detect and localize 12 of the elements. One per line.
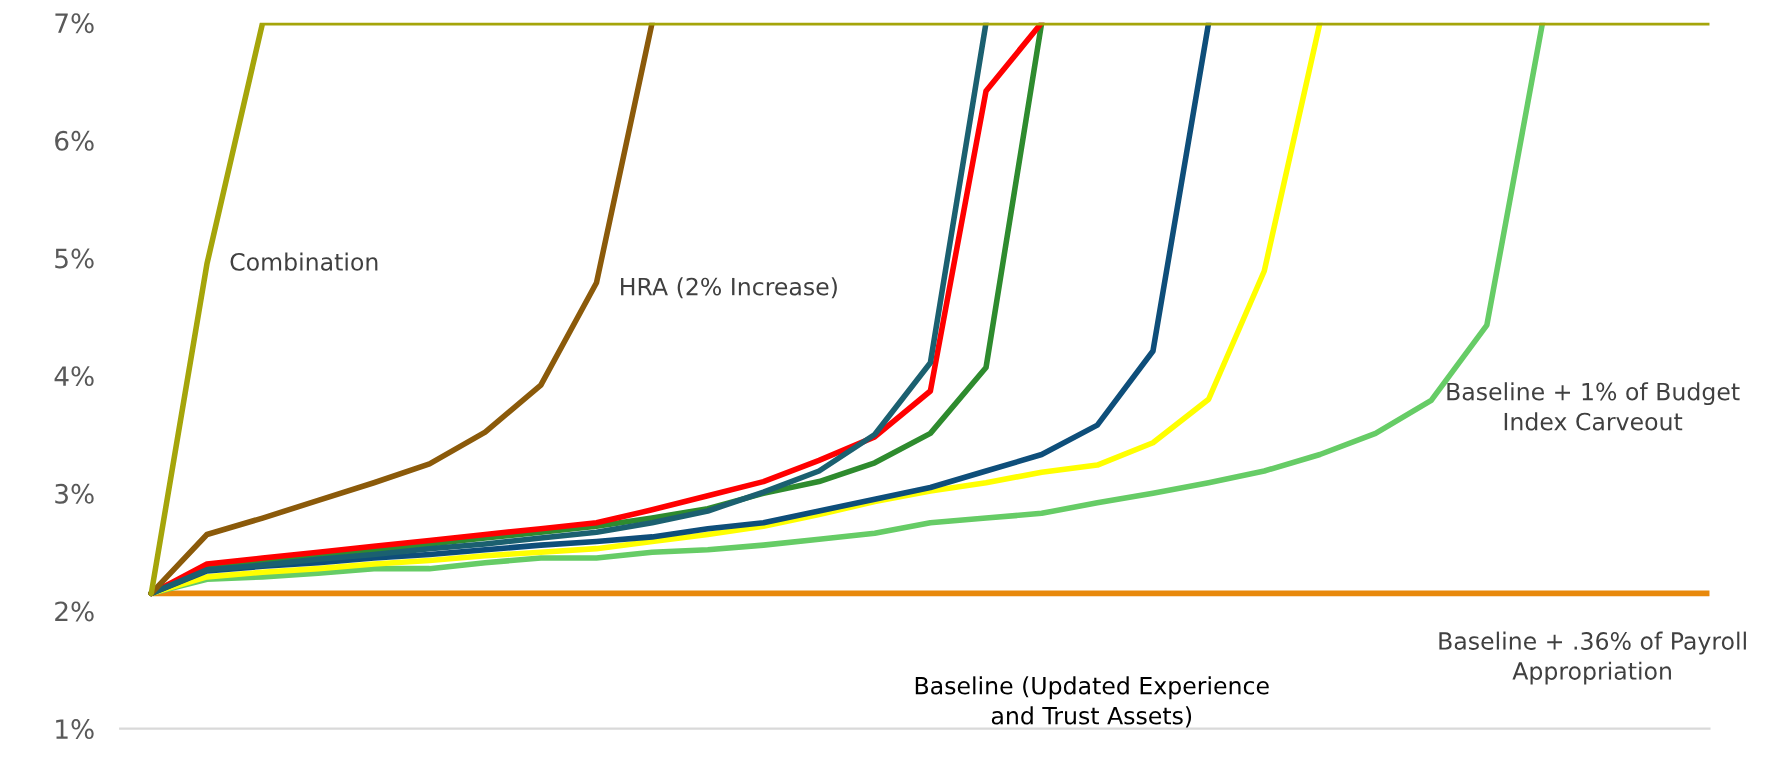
y-tick-label: 2% [55,601,94,622]
y-tick-label: 5% [55,248,94,269]
annotation: Combination [230,252,378,271]
y-tick-label: 6% [55,130,94,151]
annotation: Baseline (Updated Experience and Trust Assets) [915,676,1269,728]
y-tick-label: 3% [55,483,94,504]
annotation: Baseline + 1% of Budget Index Carveout [1447,382,1740,431]
annotation: HRA (2% Increase) [621,277,837,299]
y-tick-label: 7% [55,13,94,34]
annotation: Baseline + .36% of Payroll Appropriation [1439,631,1746,685]
y-tick-label: 1% [56,719,94,740]
y-tick-label: 4% [54,366,94,387]
